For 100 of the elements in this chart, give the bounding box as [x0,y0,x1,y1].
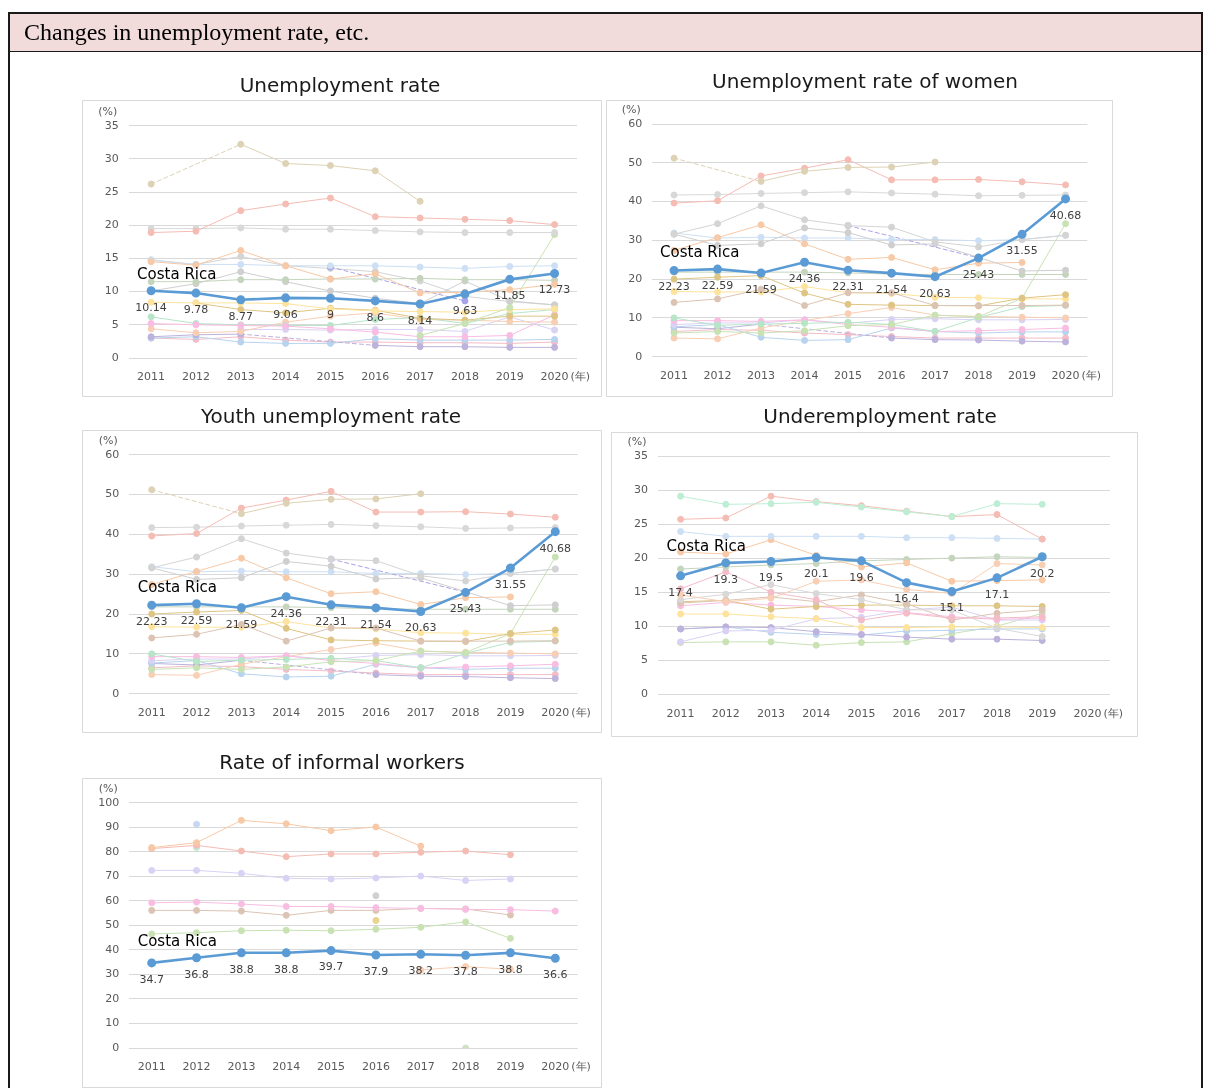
series-label: Costa Rica [660,242,740,261]
x-tick-label: 2011 [137,706,166,720]
x-axis-title: (年) [570,370,591,384]
x-tick-label: 2018 [983,706,1011,720]
x-tick-label: 2019 [495,370,524,384]
y-tick-label: 50 [105,918,120,932]
y-tick-label: 10 [104,284,119,298]
x-tick-label: 2013 [227,706,256,720]
y-axis-title: (%) [627,434,647,448]
x-tick-label: 2011 [137,370,166,384]
y-axis-title: (%) [98,104,118,118]
x-tick-label: 2011 [660,369,689,383]
x-tick-label: 2017 [406,706,435,720]
data-label: 22.31 [832,280,864,294]
x-tick-label: 2020 [1051,369,1080,383]
x-tick-label: 2018 [964,369,993,383]
x-tick-label: 2018 [450,370,479,384]
data-label: 25.43 [449,602,482,616]
data-label: 22.23 [658,280,690,294]
y-tick-label: 90 [105,820,120,834]
data-label: 24.36 [270,606,302,620]
data-label: 8.6 [366,310,385,324]
x-tick-label: 2019 [496,706,525,720]
y-tick-label: 5 [111,317,119,331]
chart-title: Rate of informal workers [219,749,465,775]
data-label: 21.54 [360,617,392,631]
data-label: 38.8 [498,962,523,976]
y-tick-label: 10 [105,1016,120,1030]
x-tick-label: 2014 [271,370,300,384]
data-label: 37.8 [453,965,478,979]
data-label: 25.43 [962,267,995,281]
x-tick-label: 2020 [540,370,569,384]
y-tick-label: 50 [628,155,643,169]
data-label: 12.73 [538,283,571,297]
y-tick-label: 70 [105,869,120,883]
series-label: Costa Rica [137,931,218,950]
x-tick-label: 2012 [703,369,732,383]
y-tick-label: 30 [634,482,648,496]
y-tick-label: 25 [634,516,648,530]
y-tick-label: 60 [105,447,120,461]
y-axis-title: (%) [98,781,118,795]
y-tick-label: 40 [628,194,643,208]
x-tick-label: 2011 [666,706,695,720]
data-label: 20.63 [919,286,951,300]
data-label: 37.9 [363,964,389,978]
x-tick-label: 2011 [137,1060,166,1074]
y-tick-label: 30 [628,233,643,247]
x-tick-label: 2015 [317,1060,346,1074]
x-tick-label: 2015 [847,706,876,720]
x-tick-label: 2013 [747,369,776,383]
data-label: 21.54 [875,283,908,297]
x-tick-label: 2013 [226,370,255,384]
chart-title: Youth unemployment rate [200,403,462,429]
y-tick-label: 10 [634,619,648,633]
x-tick-label: 2016 [361,370,390,384]
x-axis-title: (年) [571,706,591,720]
data-label: 24.36 [788,272,821,286]
text: Changes in unemployment rate, etc. [24,18,370,46]
x-tick-label: 2020 [1073,706,1102,720]
x-tick-label: 2019 [496,1060,525,1074]
y-tick-label: 100 [98,795,120,809]
y-tick-label: 20 [105,606,120,620]
series-label: Costa Rica [137,264,217,283]
y-tick-label: 0 [111,350,119,364]
data-label: 36.6 [543,968,568,982]
x-tick-label: 2016 [361,706,390,720]
data-label: 40.68 [539,541,572,555]
data-label: 19.5 [758,571,784,585]
data-label: 15.1 [939,601,965,615]
data-label: 22.59 [701,278,734,292]
series-label: Costa Rica [666,536,746,555]
data-label: 11.85 [494,289,526,303]
y-tick-label: 20 [634,550,648,564]
x-tick-label: 2017 [406,1060,435,1074]
data-label: 38.8 [229,962,254,976]
data-label: 21.59 [745,282,777,296]
y-tick-label: 15 [104,251,119,265]
data-label: 16.4 [894,592,919,606]
data-label: 34.7 [139,972,164,986]
y-tick-label: 20 [628,271,643,285]
y-tick-label: 60 [105,893,120,907]
y-tick-label: 35 [104,118,119,132]
y-tick-label: 25 [104,184,119,198]
y-tick-label: 0 [112,1040,120,1054]
chart-title: Unemployment rate [239,72,441,98]
x-tick-label: 2014 [272,706,301,720]
x-tick-label: 2012 [182,706,211,720]
data-label: 19.6 [849,570,874,584]
data-label: 10.14 [135,300,167,314]
x-tick-label: 2018 [451,1060,480,1074]
y-tick-label: 30 [105,567,120,581]
y-tick-label: 30 [105,967,120,981]
y-tick-label: 35 [634,448,648,462]
y-tick-label: 15 [634,585,648,599]
y-tick-label: 0 [641,687,648,701]
x-axis-title: (年) [1103,706,1123,720]
x-tick-label: 2014 [802,706,831,720]
y-tick-label: 60 [628,116,643,130]
data-label: 39.7 [318,960,344,974]
x-tick-label: 2014 [790,369,819,383]
